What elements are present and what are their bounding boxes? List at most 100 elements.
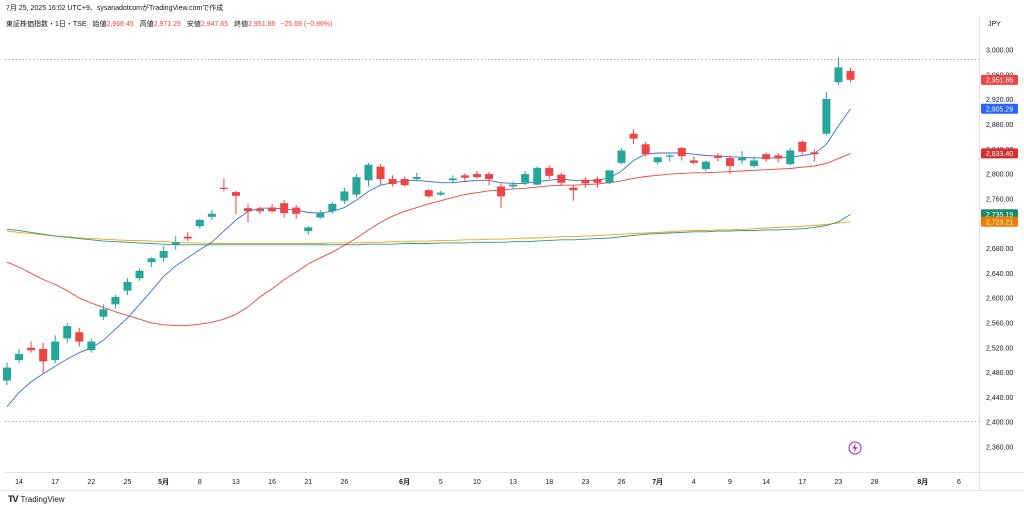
high-label: 高値 [139,21,154,28]
x-tick-label: 10 [473,479,481,486]
x-tick-label: 5月 [158,478,169,486]
price-tag-label-long2: 2,723.21 [986,219,1013,226]
tradingview-footer[interactable]: TV TradingView [8,494,65,504]
candle-down [713,155,722,158]
candle-down [183,236,192,239]
candle-up [51,341,60,361]
price-tag-close [981,74,1018,85]
lightning-bolt-glyph [852,443,858,453]
tradingview-logo-icon: TV [8,494,18,504]
candle-down [376,166,385,180]
x-tick-label: 17 [798,479,806,486]
candle-down [629,133,638,139]
candle-up [171,242,180,245]
high-value: 2,971.29 [153,21,181,28]
x-tick-label: 5 [439,479,443,486]
candle-up [665,155,674,157]
candle-down [726,157,734,166]
ma-long1-line [6,214,851,246]
y-tick-label: 2,800.00 [986,172,1013,179]
symbol-label: 東証株価指数・1日・TSE [6,21,87,28]
candle-down [846,71,855,80]
candle-down [292,207,301,214]
candle-up [509,184,518,187]
y-tick-label: 2,640.00 [986,271,1013,278]
open-label: 始値 [92,21,107,28]
y-tick-label: 2,760.00 [986,196,1013,203]
y-tick-label: 2,680.00 [986,246,1013,253]
price-tag-label-close: 2,951.86 [986,77,1013,84]
y-tick-label: 2,560.00 [986,320,1013,327]
x-tick-label: 13 [232,479,240,486]
change-value: −25.69 (−0.86%) [280,21,333,28]
x-tick-label: 6 [957,479,961,486]
candle-up [123,281,132,291]
y-tick-label: 2,880.00 [986,122,1013,129]
x-tick-label: 28 [871,479,879,486]
candle-down [75,332,84,342]
candle-up [533,167,542,185]
x-tick-label: 4 [692,479,696,486]
y-tick-label: 2,920.00 [986,97,1013,104]
candle-up [822,99,831,134]
price-tag-fast [981,103,1018,114]
candle-down [400,179,409,186]
candle-up [316,213,325,218]
candle-up [99,309,108,317]
ohlc-legend: 東証株価指数・1日・TSE 始値2,966.45 高値2,971.29 安値2,… [6,19,332,29]
candle-up [135,270,144,279]
candle-up [701,161,710,170]
candle-down [689,160,698,163]
open-value: 2,966.45 [106,21,134,28]
x-tick-label: 25 [124,479,132,486]
x-tick-label: 16 [268,479,276,486]
price-tag-label-long1: 2,735.19 [986,212,1013,219]
candle-up [653,157,662,163]
candle-up [147,258,156,263]
candle-down [268,207,277,212]
close-label: 終値 [234,21,249,28]
candle-up [750,160,759,166]
price-tag-label-mid: 2,833.40 [986,151,1013,158]
y-tick-label: 2,520.00 [986,345,1013,352]
candle-up [448,178,457,181]
candle-down [424,190,433,197]
candle-down [472,174,481,178]
x-tick-label: 9 [728,479,732,486]
candle-down [485,174,493,180]
candle-up [15,353,24,361]
candle-down [231,192,240,196]
candle-down [762,154,771,160]
x-tick-label: 23 [835,479,843,486]
x-tick-label: 14 [15,479,23,486]
candle-up [786,150,795,165]
y-tick-label: 2,440.00 [986,395,1013,402]
candle-down [593,179,602,183]
x-tick-label: 7月 [652,478,663,486]
candle-up [111,296,120,305]
candle-up [412,177,421,180]
ma-fast-line [6,108,851,407]
y-tick-label: 2,400.00 [986,420,1013,427]
x-tick-label: 17 [51,479,59,486]
candle-up [328,203,337,212]
candle-down [641,144,650,155]
tradingview-brand: TradingView [20,494,65,504]
candle-up [304,227,313,232]
candle-up [207,213,216,217]
candle-down [219,187,228,189]
candle-up [352,177,361,195]
candle-down [810,152,819,155]
x-tick-label: 6月 [399,478,410,486]
ma-long2-line [6,221,851,244]
candle-down [557,174,566,183]
candle-up [159,250,168,258]
candle-down [244,208,252,212]
candle-down [497,186,506,197]
x-tick-label: 23 [581,479,589,486]
candle-down [27,347,36,351]
x-tick-label: 14 [762,479,770,486]
currency-label[interactable]: JPY [988,21,1001,28]
low-label: 安値 [186,21,201,28]
